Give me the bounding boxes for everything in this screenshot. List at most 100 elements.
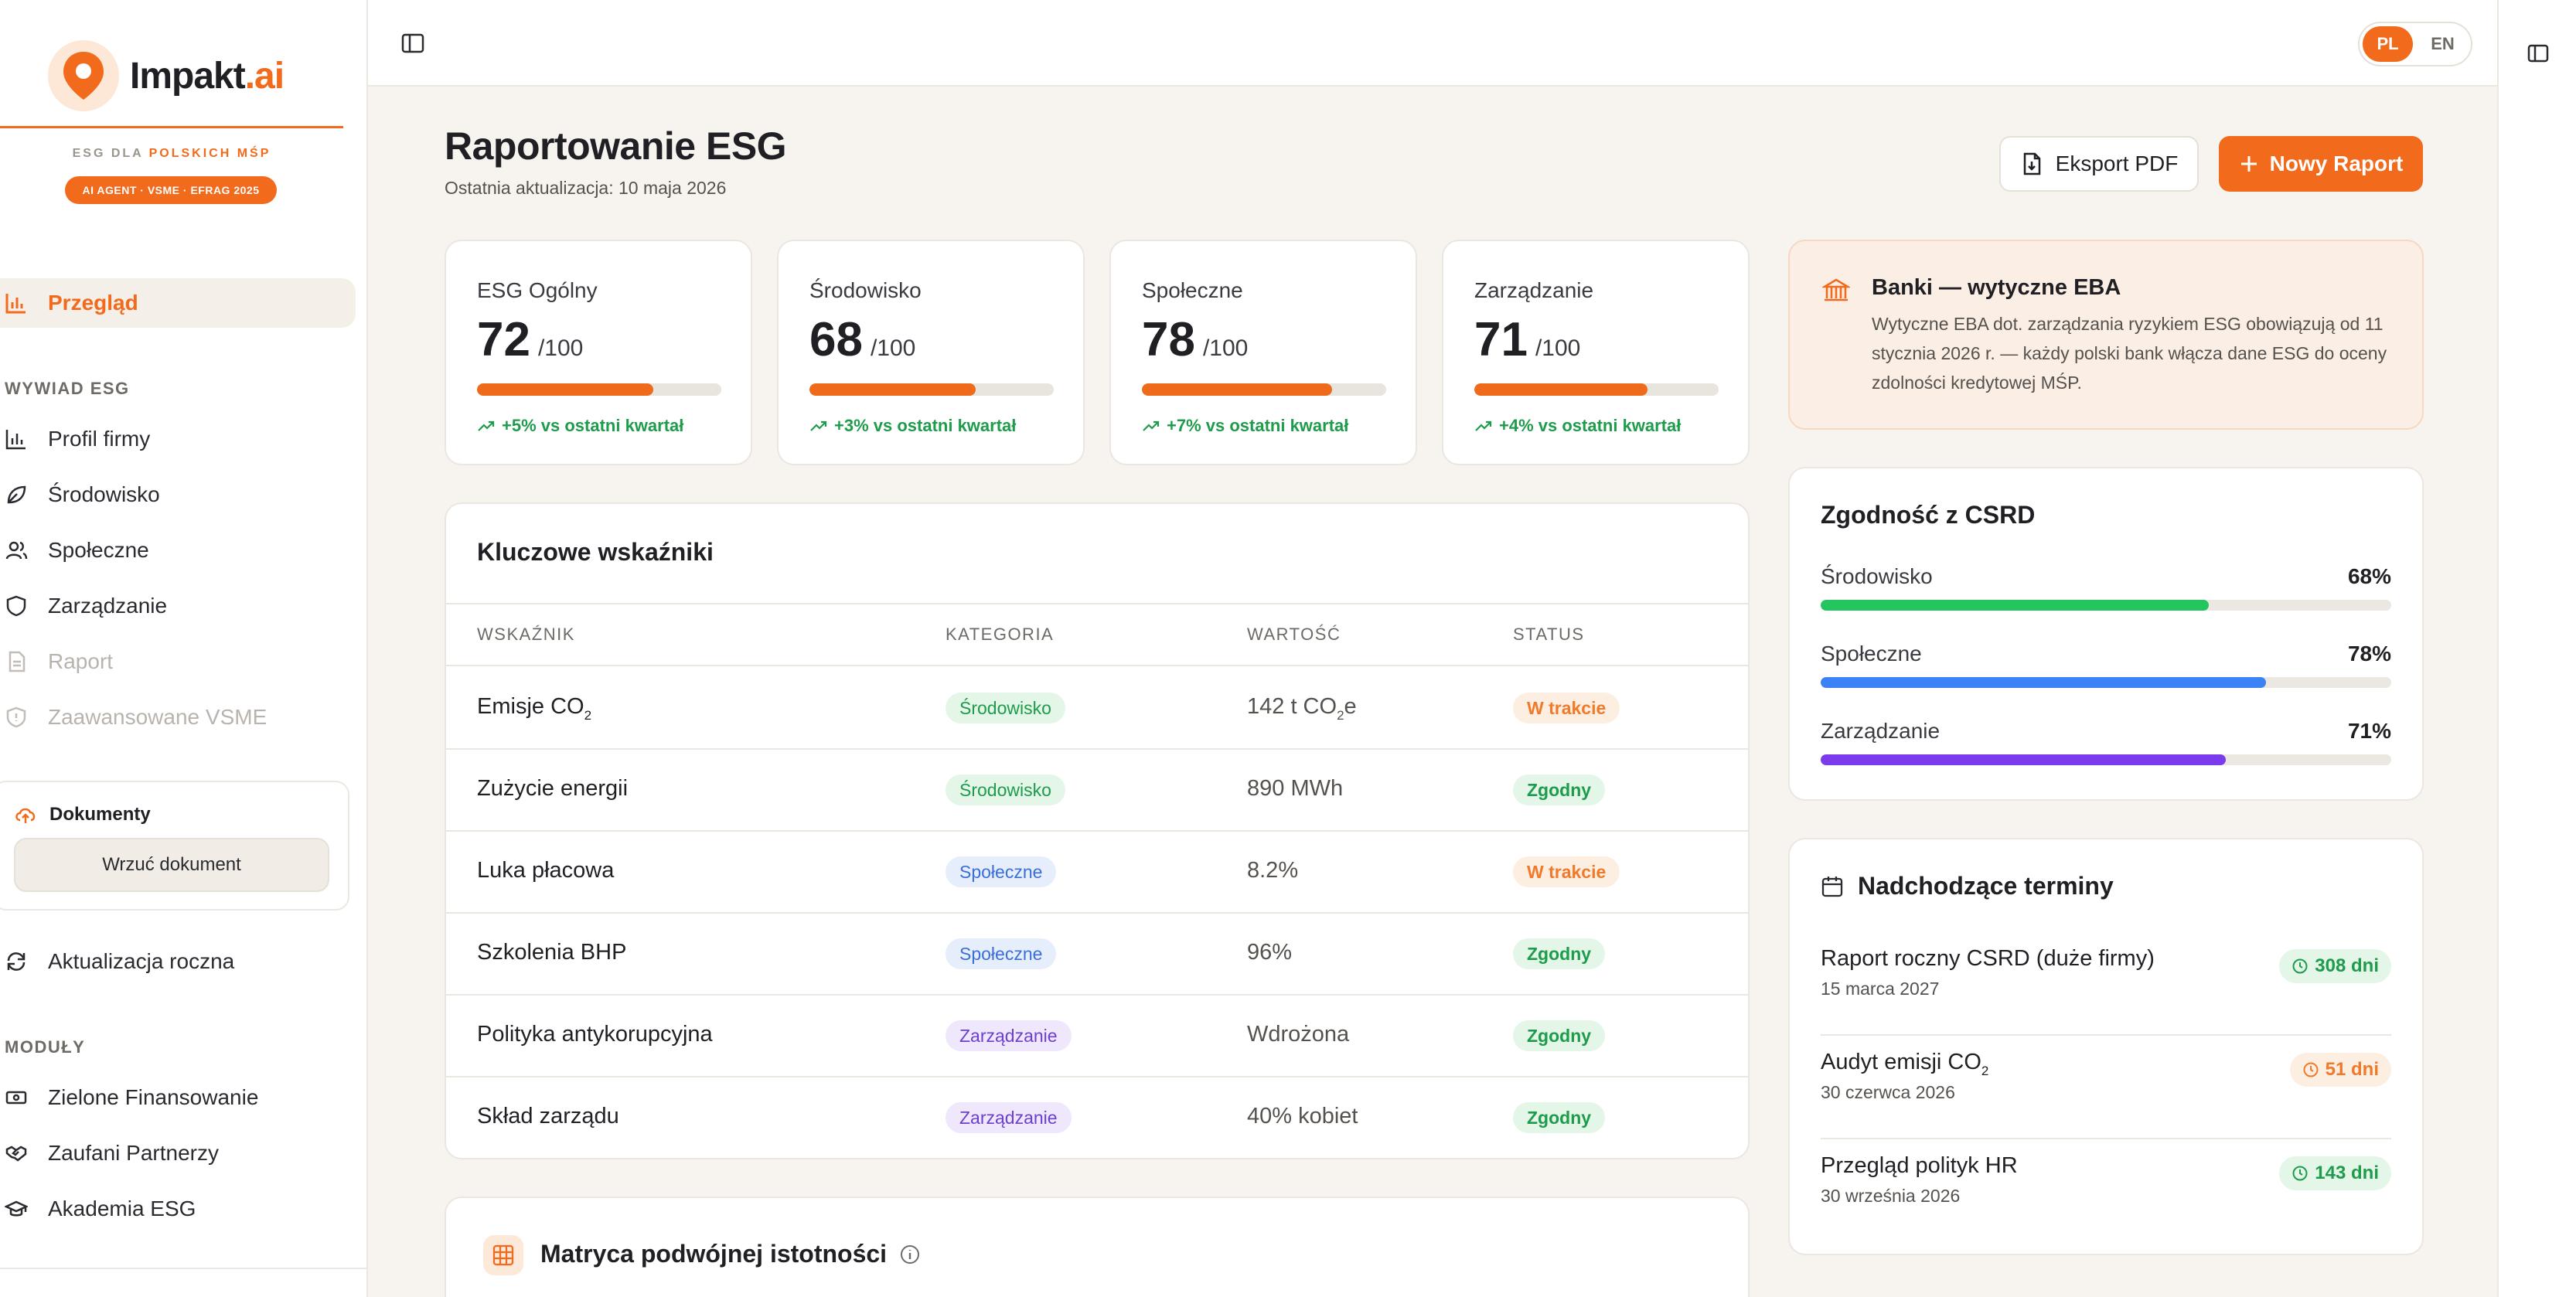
csrd-progress-fill [1821,600,2209,611]
deadline-item[interactable]: Audyt emisji CO2 30 czerwca 2026 51 dni [1821,1050,2391,1152]
csrd-progress-bar [1821,754,2391,765]
category-tag: Środowisko [946,774,1065,805]
deadline-name: Przegląd polityk HR [1821,1153,2018,1179]
indicator-value: 40% kobiet [1247,1104,1358,1129]
brand-name-main: Impakt [130,55,246,97]
sidebar-item-governance[interactable]: Zarządzanie [0,581,356,631]
sidebar-item-social[interactable]: Społeczne [0,526,356,575]
kpi-card-esg[interactable]: ESG Ogólny 72/100 +5% vs ostatni kwartał [445,240,752,465]
kpi-trend: +5% vs ostatni kwartał [477,416,683,436]
kpi-label: Środowisko [809,278,922,302]
sidebar-item-green-finance[interactable]: Zielone Finansowanie [0,1073,356,1122]
category-tag: Środowisko [946,693,1065,723]
documents-panel: Dokumenty Wrzuć dokument [0,781,349,911]
column-header-category: KATEGORIA [946,625,1055,644]
deadline-name-text: Audyt emisji CO [1821,1050,1981,1074]
indicator-name-text: Skład zarządu [477,1104,619,1128]
table-row[interactable]: Zużycie energii Środowisko 890 MWh Zgodny [446,750,1748,832]
indicator-name-text: Emisje CO [477,694,584,719]
key-indicators-title: Kluczowe wskaźniki [477,538,714,566]
indicator-name-subscript: 2 [584,708,592,723]
kpi-card-environment[interactable]: Środowisko 68/100 +3% vs ostatni kwartał [777,240,1085,465]
deadline-date: 15 marca 2027 [1821,979,1940,999]
table-row[interactable]: Luka płacowa Społeczne 8.2% W trakcie [446,832,1748,914]
sidebar-item-company-profile[interactable]: Profil firmy [0,414,356,464]
days-remaining-badge: 308 dni [2279,949,2391,983]
deadline-date: 30 września 2026 [1821,1186,1961,1206]
csrd-progress-fill [1821,754,2226,765]
table-row[interactable]: Szkolenia BHP Społeczne 96% Zgodny [446,914,1748,996]
csrd-compliance-card: Zgodność z CSRD Środowisko 68% Społeczne… [1788,467,2424,801]
new-report-button[interactable]: Nowy Raport [2219,136,2423,192]
sidebar: Impakt.ai ESG DLA POLSKICH MŚP AI AGENT … [0,0,368,1297]
info-icon[interactable] [899,1244,921,1265]
kpi-card-social[interactable]: Społeczne 78/100 +7% vs ostatni kwartał [1109,240,1417,465]
table-row[interactable]: Emisje CO2 Środowisko 142 t CO2e W trakcie [446,668,1748,750]
brand-badge: AI AGENT · VSME · EFRAG 2025 [65,176,277,204]
category-tag: Społeczne [946,856,1057,887]
indicator-value-text: 890 MWh [1247,776,1344,801]
documents-title-label: Dokumenty [49,804,151,825]
graduation-cap-icon [5,1200,28,1217]
indicator-name-text: Zużycie energii [477,776,629,801]
csrd-percent: 71% [2347,719,2391,743]
documents-title: Dokumenty [14,804,151,826]
indicator-name: Polityka antykorupcyjna [477,1022,713,1047]
indicator-value-suffix: e [1344,694,1357,719]
export-pdf-button[interactable]: Eksport PDF [1999,136,2199,192]
sidebar-item-report[interactable]: Raport [0,637,356,686]
lang-en-button[interactable]: EN [2431,34,2455,53]
tagline-prefix: ESG DLA [72,147,144,160]
indicator-value: Wdrożona [1247,1022,1349,1047]
csrd-progress-bar [1821,600,2391,611]
table-row[interactable]: Polityka antykorupcyjna Zarządzanie Wdrożo… [446,996,1748,1077]
kpi-card-governance[interactable]: Zarządzanie 71/100 +4% vs ostatni kwarta… [1442,240,1750,465]
kpi-label: ESG Ogólny [477,278,598,302]
export-pdf-label: Eksport PDF [2055,151,2179,175]
calendar-icon [1821,877,1843,897]
table-row[interactable]: Skład zarządu Zarządzanie 40% kobiet Zgodny [446,1077,1748,1158]
materiality-matrix-card: Matryca podwójnej istotności [445,1197,1750,1297]
panel-right-icon [2527,44,2549,63]
kpi-value: 68/100 [809,312,915,367]
status-badge: W trakcie [1513,693,1620,723]
sidebar-item-annual-update[interactable]: Aktualizacja roczna [0,937,356,986]
indicator-value-text: 96% [1247,940,1293,965]
upload-document-button[interactable]: Wrzuć dokument [14,838,329,892]
lang-pl-button[interactable]: PL [2363,26,2413,62]
refresh-icon [7,952,26,971]
kpi-score: 71 [1474,313,1528,366]
indicator-name: Skład zarządu [477,1104,619,1129]
sidebar-divider [0,1268,368,1269]
sidebar-item-environment[interactable]: Środowisko [0,470,356,519]
cloud-upload-icon [15,808,36,823]
deadline-item[interactable]: Raport roczny CSRD (duże firmy) 15 marca … [1821,946,2391,1048]
category-tag: Zarządzanie [946,1102,1072,1133]
category-tag: Zarządzanie [946,1020,1072,1051]
grid-table-icon [483,1235,523,1275]
column-header-value: WARTOŚĆ [1247,625,1341,644]
tagline-highlight: POLSKICH MŚP [148,147,271,160]
csrd-row-social: Społeczne 78% [1821,642,2391,696]
csrd-title: Zgodność z CSRD [1821,501,2036,529]
sidebar-item-esg-academy[interactable]: Akademia ESG [0,1184,356,1234]
kpi-progress-fill [1142,383,1333,396]
sidebar-toggle-button[interactable] [400,31,425,60]
document-icon [9,651,26,672]
deadline-item[interactable]: Przegląd polityk HR 30 września 2026 143 d… [1821,1153,2391,1254]
deadline-name-text: Przegląd polityk HR [1821,1153,2018,1178]
brand-name-accent: .ai [244,55,285,97]
sidebar-item-label: Aktualizacja roczna [48,949,235,973]
brand-logo[interactable]: Impakt.ai [48,40,285,111]
right-panel-toggle-button[interactable] [2527,42,2550,69]
clock-icon [2292,958,2308,974]
brand-divider [0,126,343,128]
kpi-value: 78/100 [1142,312,1248,367]
table-header: WSKAŹNIK KATEGORIA WARTOŚĆ STATUS [446,603,1748,666]
indicator-name-text: Szkolenia BHP [477,940,627,965]
sidebar-item-advanced-vsme[interactable]: Zaawansowane VSME [0,693,356,742]
deadline-divider [1821,1138,2391,1139]
sidebar-item-overview[interactable]: Przegląd [0,278,356,328]
sidebar-item-trusted-partners[interactable]: Zaufani Partnerzy [0,1128,356,1178]
csrd-label: Społeczne [1821,642,1922,666]
